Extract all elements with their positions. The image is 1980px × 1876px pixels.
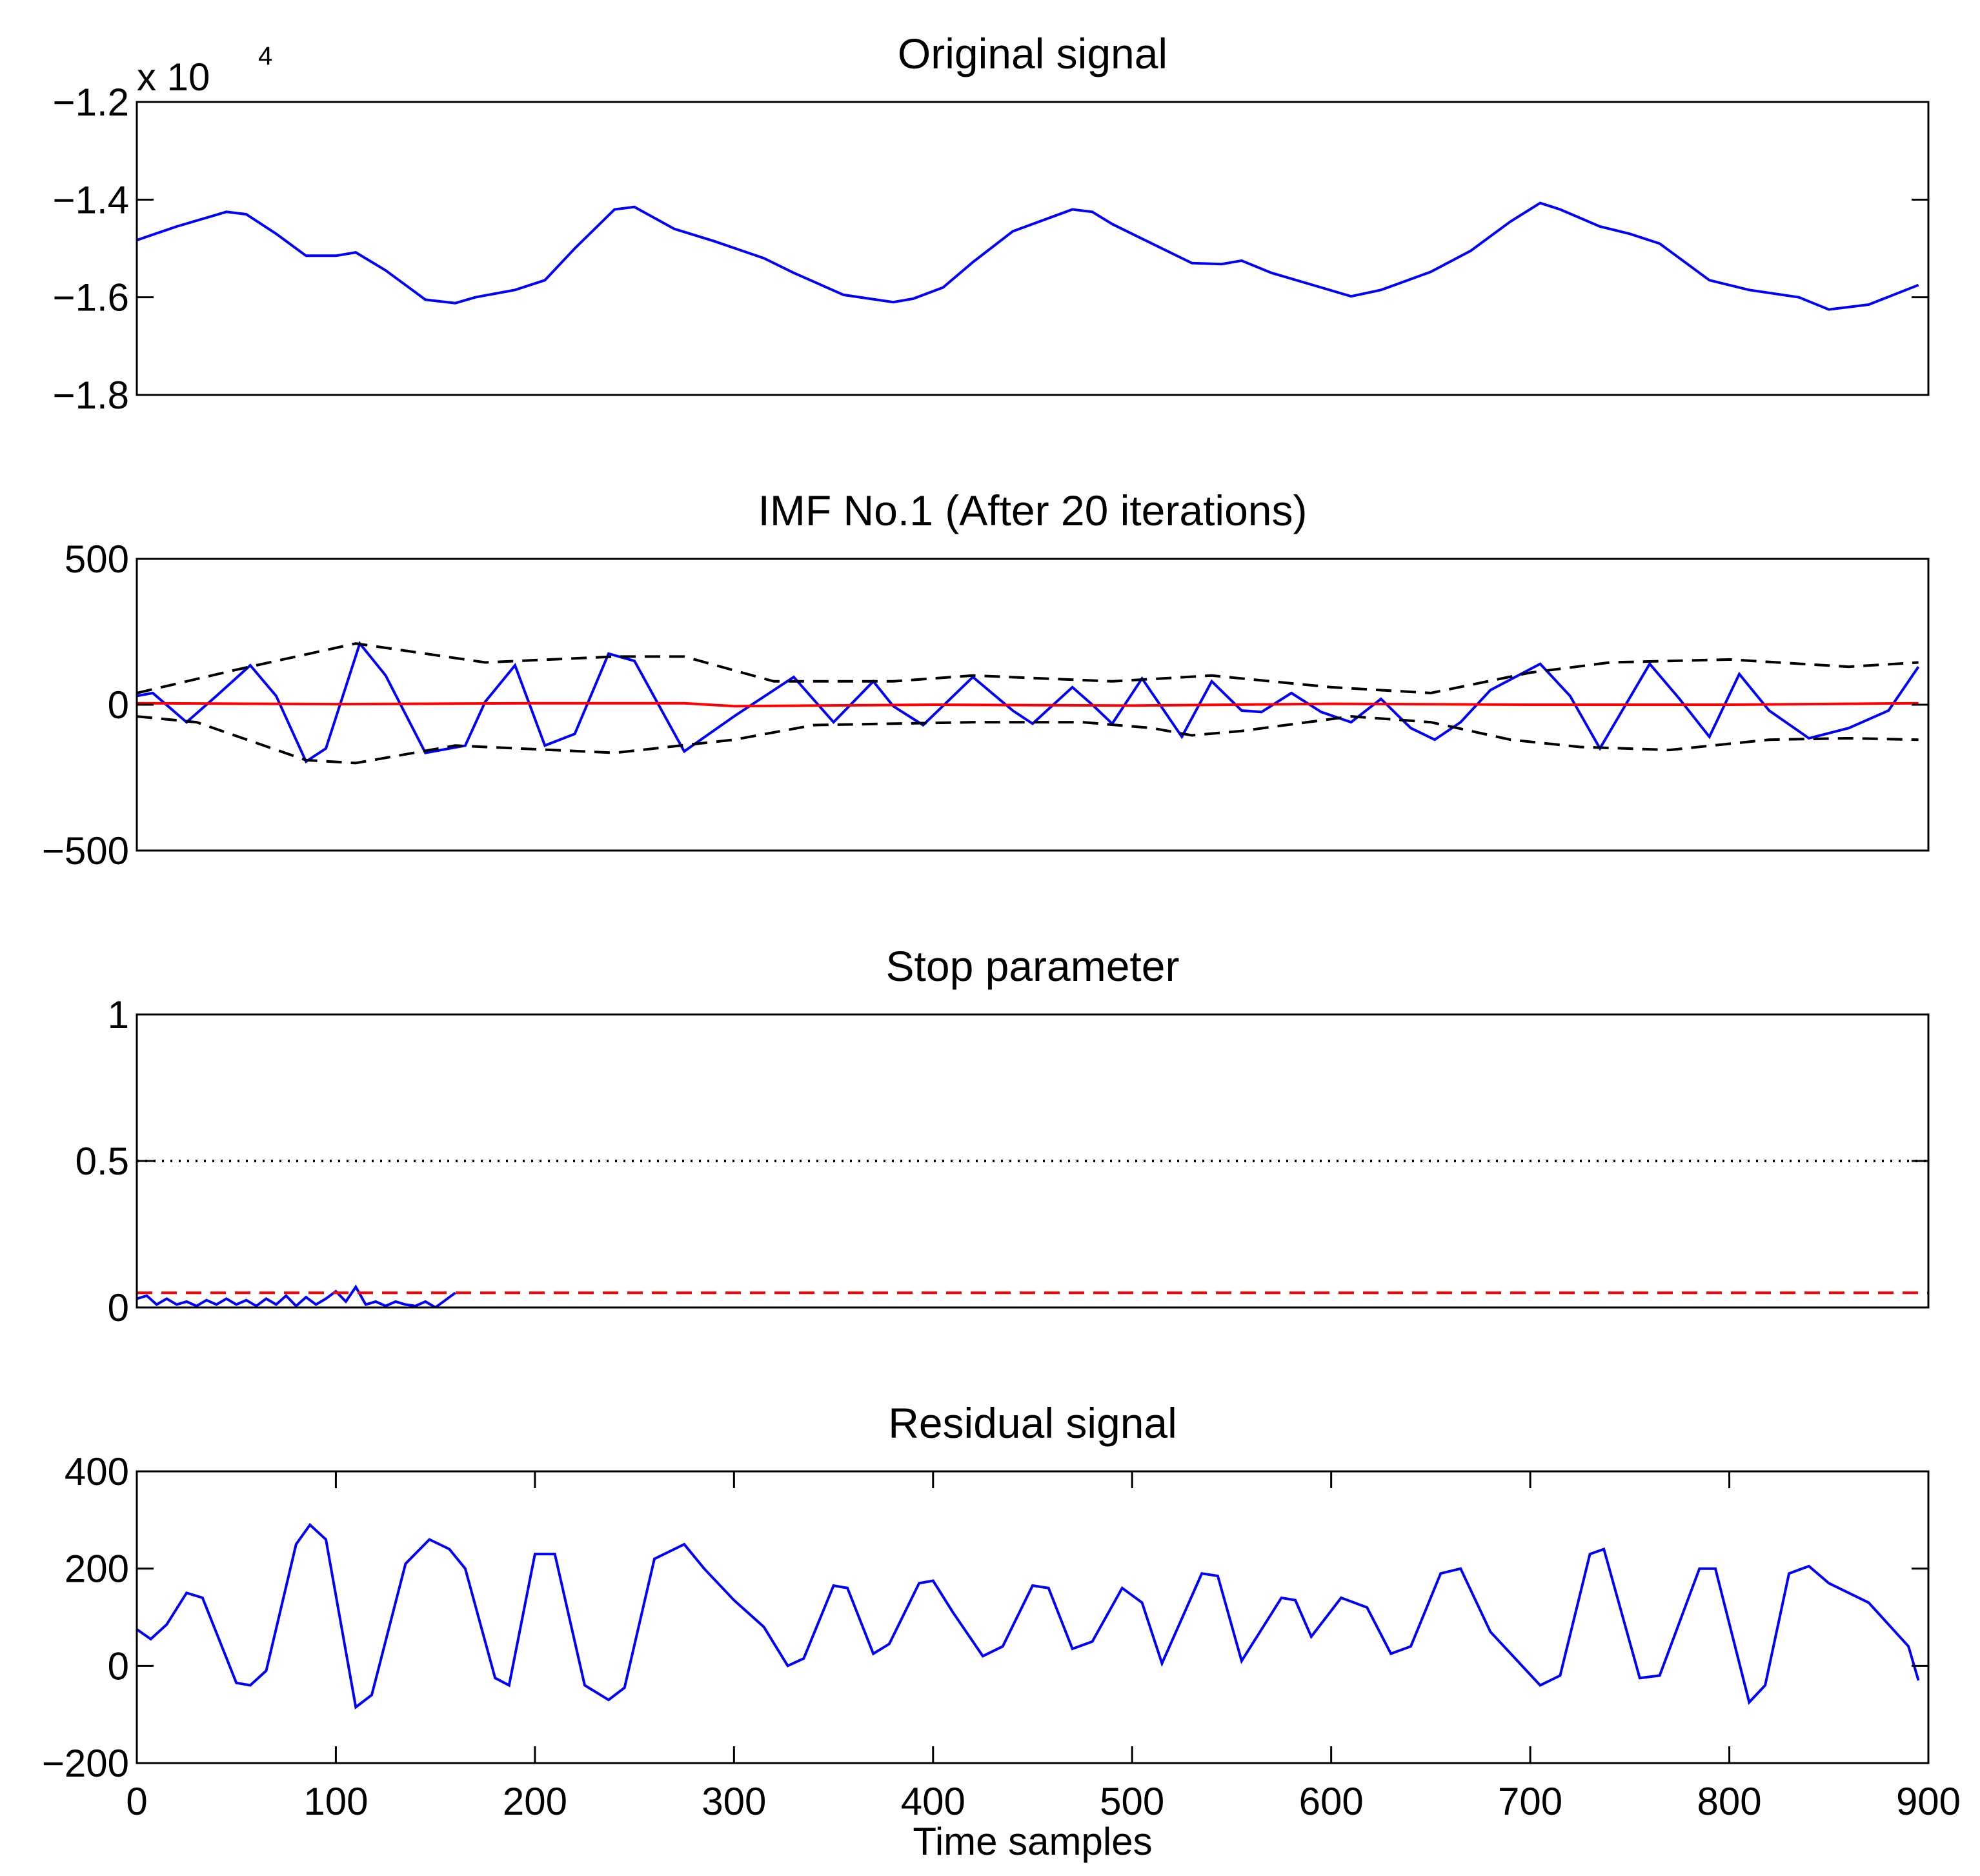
y-tick-label: −1.8 [53,374,129,417]
y-tick-label: −500 [42,829,129,872]
x-tick-label: 200 [503,1780,567,1823]
y-tick-label: 1 [108,993,129,1036]
y-tick-label: −1.2 [53,81,129,124]
series-line-upper-envelope [137,642,1919,694]
x-tick-label: 800 [1697,1780,1762,1823]
y-tick-label: 0.5 [76,1140,129,1183]
x-axis-label: Time samples [913,1820,1152,1863]
panel-2: IMF No.1 (After 20 iterations) −500 0 500 [42,487,1930,872]
x-tick-label: 700 [1498,1780,1562,1823]
y-tick-label: 500 [65,538,129,581]
y-tick-label: −1.6 [53,276,129,319]
y-tick-label: −1.4 [53,178,129,221]
series-line-mean-envelope [137,701,1919,708]
series-line-lower-envelope [137,715,1919,765]
x-tick-label: 300 [702,1780,766,1823]
y-tick-label: 0 [108,1286,129,1329]
chart-title: Residual signal [888,1399,1177,1447]
x-tick-label: 0 [126,1780,147,1823]
panel-1: Original signal −1.8 −1.6 −1.4 −1.2x 10 4 [53,30,1930,417]
y-tick-label: 0 [108,1644,129,1688]
chart-title: Original signal [898,30,1167,77]
x-tick-label: 400 [901,1780,965,1823]
panel-3: Stop parameter 0 0.5 1 [76,942,1930,1329]
y-scale-label: x 10 [137,55,210,99]
x-tick-label: 600 [1299,1780,1364,1823]
y-tick-label: 0 [108,683,129,727]
series-line-signal [137,201,1919,311]
y-tick-label: −200 [42,1742,129,1785]
y-tick-label: 200 [65,1548,129,1591]
axes-box [136,1470,1930,1764]
x-tick-label: 900 [1896,1780,1961,1823]
chart-title: Stop parameter [886,942,1180,990]
x-tick-label: 500 [1100,1780,1164,1823]
y-scale-exponent: 4 [258,42,272,70]
axes-box [136,101,1930,396]
series-line-stop-parameter [137,1284,456,1307]
chart-title: IMF No.1 (After 20 iterations) [758,487,1308,534]
x-tick-label: 100 [303,1780,368,1823]
series-line-residual [137,1522,1920,1710]
y-tick-label: 400 [65,1450,129,1493]
